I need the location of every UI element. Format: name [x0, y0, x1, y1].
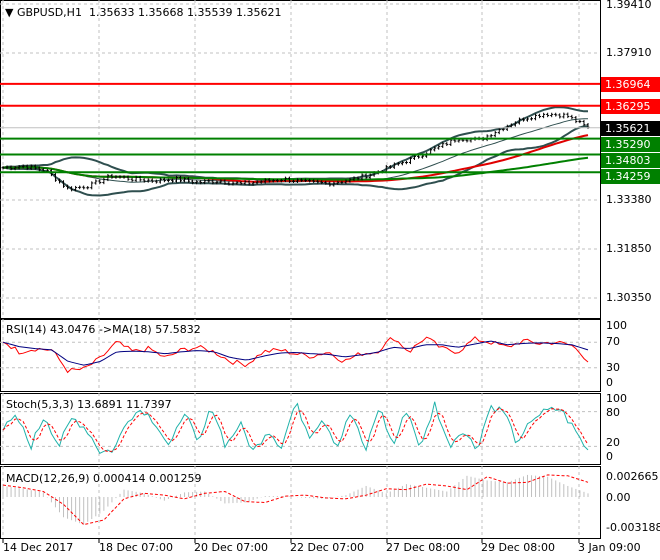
date-label: 14 Dec 2017	[3, 541, 74, 554]
macd-title: MACD(12,26,9) 0.000414 0.001259	[6, 472, 202, 485]
rsi-ma-line	[2, 340, 589, 366]
panel-frame	[0, 393, 601, 465]
level-tag: 1.36295	[601, 98, 660, 114]
macd-tick: -0.003188	[606, 521, 660, 534]
stoch-tick: 0	[606, 450, 613, 463]
high-value: 1.35668	[137, 6, 184, 19]
macd-tick: 0.002665	[606, 470, 659, 483]
low-value: 1.35539	[186, 6, 233, 19]
symbol-header: ▼ GBPUSD,H1 1.35633 1.35668 1.35539 1.35…	[5, 6, 281, 19]
price-tick: 1.39410	[606, 0, 652, 11]
rsi-tick: 0	[606, 376, 613, 389]
level-tag: 1.36964	[601, 76, 660, 92]
date-label: 27 Dec 08:00	[386, 541, 460, 554]
stoch-tick: 100	[606, 392, 627, 405]
stoch-tick: 80	[606, 406, 620, 419]
date-label: 3 Jan 09:00	[578, 541, 641, 554]
rsi-tick: 70	[606, 335, 620, 348]
symbol-label: GBPUSD,H1	[16, 6, 82, 19]
date-label: 18 Dec 07:00	[99, 541, 173, 554]
stoch-main-line	[2, 401, 589, 454]
level-tag: 1.35290	[601, 136, 660, 152]
panel-frame	[0, 319, 601, 392]
dropdown-triangle-icon[interactable]: ▼	[5, 6, 14, 19]
price-tick: 1.37910	[606, 46, 652, 59]
level-tag: 1.34259	[601, 168, 660, 184]
rsi-title: RSI(14) 43.0476 ->MA(18) 57.5832	[6, 323, 201, 336]
bollinger-middle	[2, 118, 588, 183]
date-label: 22 Dec 07:00	[290, 541, 364, 554]
stoch-signal-line	[2, 407, 589, 453]
panel-frame	[0, 0, 601, 319]
rsi-line	[2, 336, 589, 374]
date-label: 20 Dec 07:00	[194, 541, 268, 554]
bollinger-upper	[2, 106, 589, 182]
macd-tick: 0.00	[606, 491, 631, 504]
price-tick: 1.30350	[606, 291, 652, 304]
open-value: 1.35633	[88, 6, 135, 19]
macd-signal-line	[2, 474, 589, 526]
bollinger-lower	[2, 125, 589, 197]
level-tag: 1.34803	[601, 152, 660, 168]
price-tick: 1.33380	[606, 193, 652, 206]
close-value: 1.35621	[235, 6, 282, 19]
stoch-title: Stoch(5,3,3) 13.6891 11.7397	[6, 398, 172, 411]
rsi-tick: 100	[606, 319, 627, 332]
rsi-tick: 30	[606, 361, 620, 374]
current-price-tag: 1.35621	[601, 120, 660, 136]
date-label: 29 Dec 08:00	[481, 541, 555, 554]
price-tick: 1.31850	[606, 242, 652, 255]
stoch-tick: 20	[606, 436, 620, 449]
